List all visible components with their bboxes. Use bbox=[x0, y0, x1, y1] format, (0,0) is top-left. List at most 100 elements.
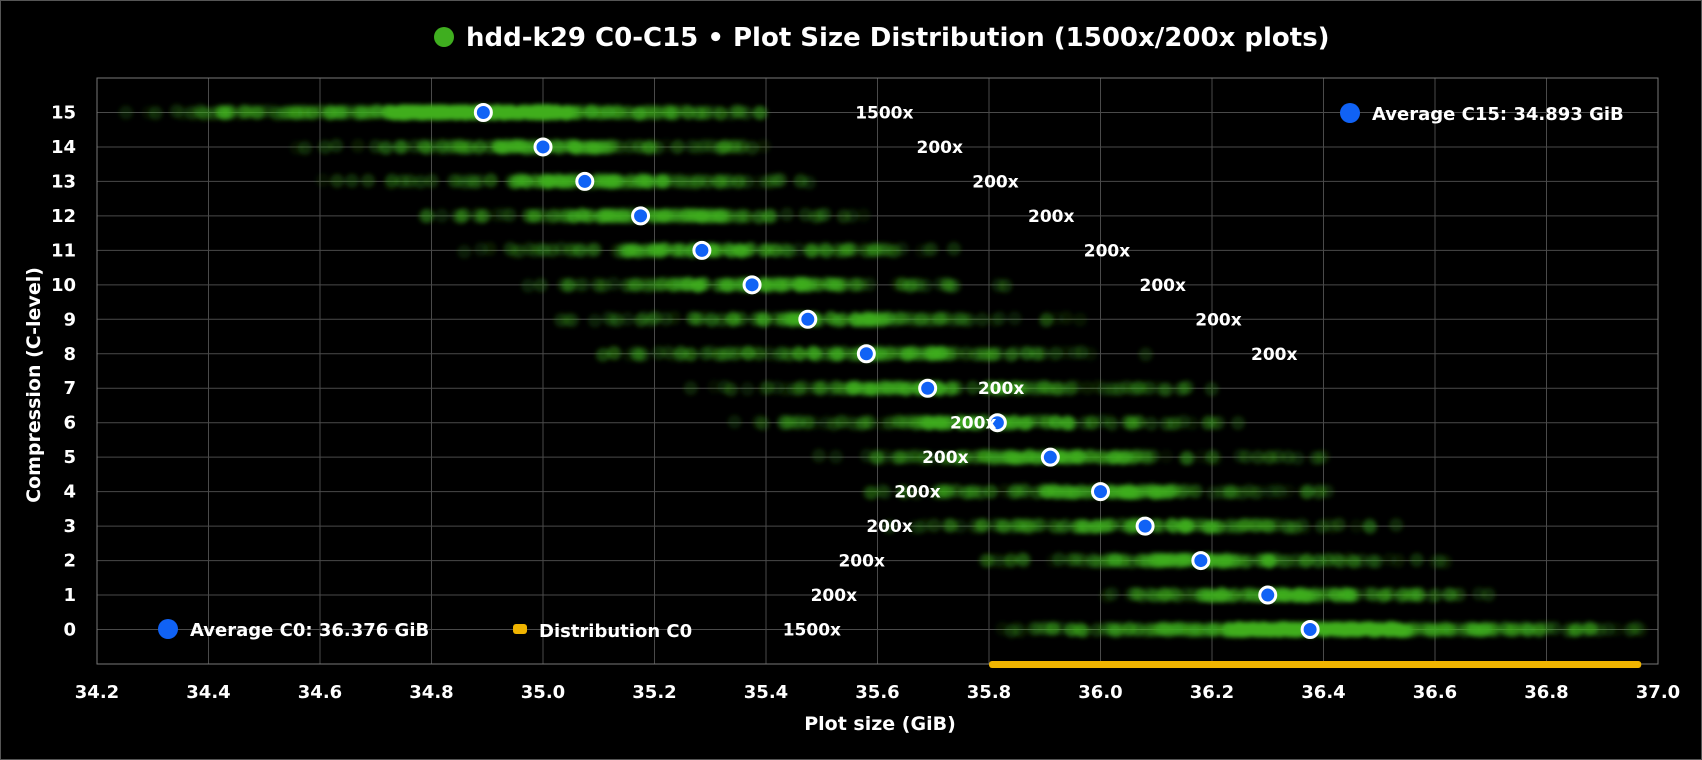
distribution-point bbox=[828, 449, 843, 464]
distribution-point bbox=[1049, 346, 1064, 361]
average-marker-c10 bbox=[742, 275, 762, 295]
distribution-point bbox=[831, 381, 846, 396]
distribution-point bbox=[1131, 587, 1146, 602]
distribution-point bbox=[649, 310, 664, 325]
y-tick-label: 8 bbox=[63, 344, 76, 365]
distribution-point bbox=[620, 312, 635, 327]
distribution-point bbox=[680, 106, 695, 121]
distribution-point bbox=[576, 277, 591, 292]
average-markers bbox=[473, 102, 1320, 640]
distribution-point bbox=[811, 448, 826, 463]
distribution-point bbox=[1153, 519, 1168, 534]
distribution-point bbox=[1471, 623, 1486, 638]
distribution-point bbox=[696, 210, 711, 225]
distribution-point bbox=[434, 208, 449, 223]
x-tick-label: 36.6 bbox=[1413, 682, 1457, 703]
distribution-point bbox=[795, 379, 810, 394]
distribution-point bbox=[1080, 380, 1095, 395]
distribution-point bbox=[512, 139, 527, 154]
distribution-point bbox=[1263, 450, 1278, 465]
distribution-point bbox=[424, 138, 439, 153]
distribution-point bbox=[793, 174, 808, 189]
distribution-point bbox=[1201, 587, 1216, 602]
distribution-point bbox=[1252, 485, 1267, 500]
distribution-point bbox=[1090, 518, 1105, 533]
distribution-point bbox=[118, 105, 133, 120]
distribution-point bbox=[587, 242, 602, 257]
average-marker-c15 bbox=[473, 102, 493, 122]
distribution-point bbox=[647, 208, 662, 223]
distribution-point bbox=[713, 106, 728, 121]
distribution-point bbox=[1004, 623, 1019, 638]
distribution-point bbox=[1100, 450, 1115, 465]
distribution-point bbox=[833, 312, 848, 327]
distribution-point bbox=[777, 243, 792, 258]
distribution-point bbox=[941, 415, 956, 430]
distribution-point bbox=[1289, 553, 1304, 568]
distribution-point bbox=[1506, 623, 1521, 638]
distribution-point bbox=[817, 207, 832, 222]
distribution-point bbox=[988, 451, 1003, 466]
distribution-point bbox=[1064, 379, 1079, 394]
distribution-point bbox=[756, 139, 771, 154]
distribution-point bbox=[1004, 552, 1019, 567]
distribution-point bbox=[495, 207, 510, 222]
distribution-point bbox=[734, 311, 749, 326]
distribution-point bbox=[476, 208, 491, 223]
distribution-point bbox=[1354, 553, 1369, 568]
distribution-point bbox=[1066, 485, 1081, 500]
distribution-point bbox=[1073, 621, 1088, 636]
y-tick-label: 13 bbox=[51, 171, 76, 192]
distribution-point bbox=[880, 242, 895, 257]
count-label-c1: 200x bbox=[811, 586, 857, 606]
distribution-point bbox=[769, 173, 784, 188]
distribution-point bbox=[1152, 484, 1167, 499]
distribution-point bbox=[801, 242, 816, 257]
distribution-point bbox=[740, 382, 755, 397]
x-tick-label: 36.8 bbox=[1524, 682, 1568, 703]
distribution-point bbox=[814, 381, 829, 396]
distribution-point bbox=[792, 278, 807, 293]
distribution-point bbox=[1104, 517, 1119, 532]
distribution-point bbox=[1300, 553, 1315, 568]
distribution-point bbox=[820, 243, 835, 258]
count-label-c4: 200x bbox=[894, 483, 940, 503]
distribution-point bbox=[1082, 415, 1097, 430]
x-tick-label: 36.2 bbox=[1190, 682, 1234, 703]
distribution-point bbox=[758, 174, 773, 189]
distribution-point bbox=[1472, 586, 1487, 601]
distribution-point bbox=[688, 311, 703, 326]
distribution-point bbox=[683, 381, 698, 396]
distribution-point bbox=[1179, 586, 1194, 601]
x-tick-label: 37.0 bbox=[1636, 682, 1680, 703]
distribution-point bbox=[1048, 415, 1063, 430]
average-marker-c13 bbox=[575, 171, 595, 191]
distribution-point bbox=[419, 207, 434, 222]
distribution-point bbox=[909, 485, 924, 500]
distribution-point bbox=[483, 173, 498, 188]
distribution-point bbox=[836, 209, 851, 224]
distribution-point bbox=[909, 414, 924, 429]
distribution-point bbox=[757, 313, 772, 328]
distribution-point bbox=[637, 278, 652, 293]
y-tick-label: 10 bbox=[51, 275, 76, 296]
distribution-point bbox=[503, 241, 518, 256]
distribution-point bbox=[621, 106, 636, 121]
count-label-c3: 200x bbox=[866, 517, 912, 537]
distribution-point bbox=[741, 346, 756, 361]
distribution-point bbox=[912, 520, 927, 535]
distribution-c1 bbox=[1099, 586, 1496, 604]
legend-average-c15-dot bbox=[1340, 103, 1360, 123]
distribution-points bbox=[118, 103, 1648, 639]
distribution-point bbox=[1167, 520, 1182, 535]
x-tick-label: 34.8 bbox=[409, 682, 453, 703]
count-label-c12: 200x bbox=[1028, 207, 1074, 227]
distribution-point bbox=[1009, 380, 1024, 395]
distribution-point bbox=[680, 278, 695, 293]
distribution-point bbox=[1521, 622, 1536, 637]
distribution-point bbox=[1091, 379, 1106, 394]
y-tick-label: 4 bbox=[63, 482, 76, 503]
distribution-point bbox=[1288, 589, 1303, 604]
count-label-c7: 200x bbox=[978, 379, 1024, 399]
distribution-point bbox=[1203, 622, 1218, 637]
